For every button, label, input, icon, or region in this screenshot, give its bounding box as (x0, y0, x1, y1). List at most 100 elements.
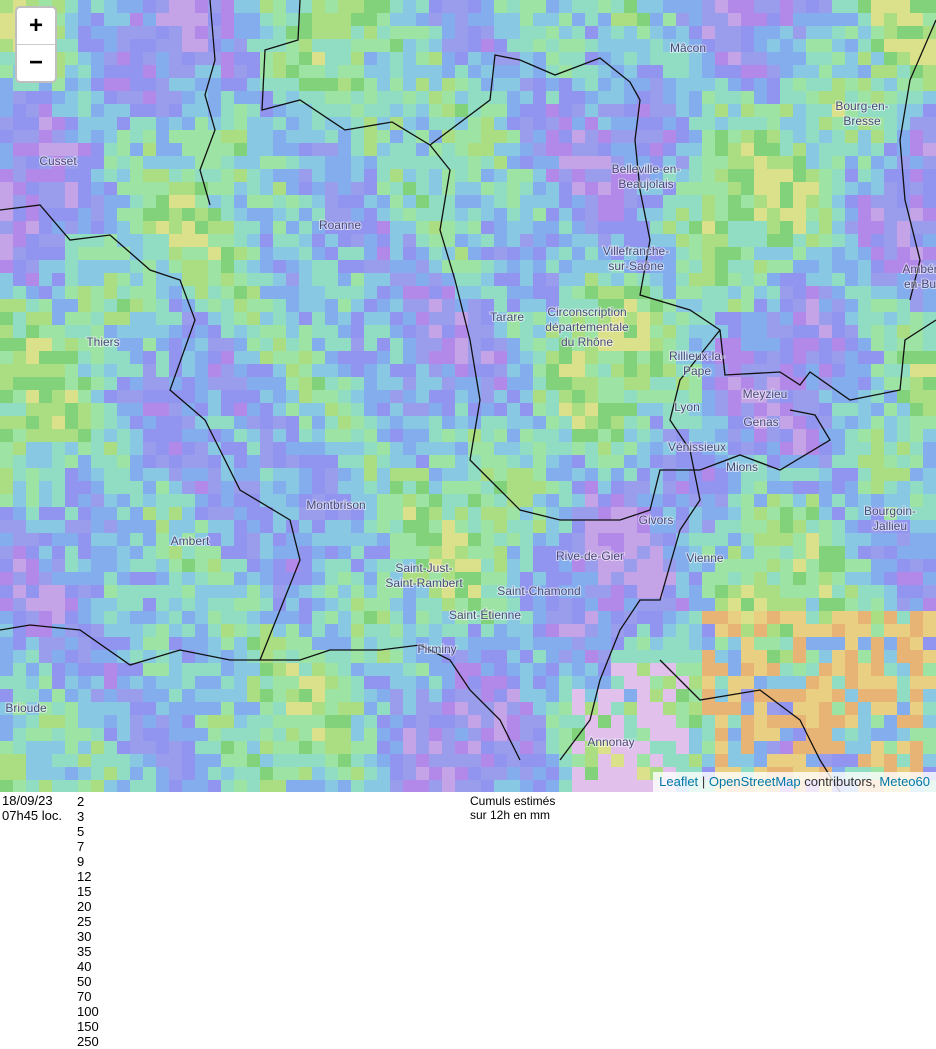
radar-cell (468, 559, 481, 572)
radar-cell (559, 416, 572, 429)
radar-cell (676, 481, 689, 494)
radar-cell (195, 611, 208, 624)
radar-cell (819, 364, 832, 377)
zoom-in[interactable]: + (17, 8, 55, 45)
radar-cell (533, 39, 546, 52)
radar-cell (923, 728, 936, 741)
radar-cell (312, 364, 325, 377)
place-label: Lyon (674, 400, 700, 414)
radar-cell (26, 429, 39, 442)
radar-cell (507, 429, 520, 442)
radar-cell (117, 780, 130, 792)
radar-cell (572, 104, 585, 117)
radar-cell (546, 780, 559, 792)
radar-cell (143, 91, 156, 104)
radar-cell (312, 195, 325, 208)
radar-cell (884, 221, 897, 234)
radar-cell (78, 260, 91, 273)
radar-cell (273, 91, 286, 104)
radar-cell (78, 702, 91, 715)
radar-cell (754, 403, 767, 416)
radar-cell (858, 260, 871, 273)
radar-cell (234, 260, 247, 273)
place-label: départementale (545, 320, 629, 334)
radar-cell (169, 104, 182, 117)
radar-cell (221, 520, 234, 533)
osm-link[interactable]: OpenStreetMap (708, 774, 801, 789)
radar-cell (156, 156, 169, 169)
radar-cell (845, 663, 858, 676)
radar-cell (78, 104, 91, 117)
radar-cell (650, 702, 663, 715)
radar-cell (650, 312, 663, 325)
radar-cell (741, 572, 754, 585)
radar-cell (390, 494, 403, 507)
radar-cell (676, 663, 689, 676)
radar-cell (780, 39, 793, 52)
radar-cell (39, 169, 52, 182)
radar-cell (91, 286, 104, 299)
radar-cell (559, 494, 572, 507)
radar-cell (507, 130, 520, 143)
radar-cell (65, 702, 78, 715)
radar-cell (832, 325, 845, 338)
radar-cell (858, 455, 871, 468)
radar-cell (689, 754, 702, 767)
radar-cell (390, 754, 403, 767)
radar-cell (0, 312, 13, 325)
radar-cell (832, 65, 845, 78)
radar-cell (78, 468, 91, 481)
radar-cell (845, 442, 858, 455)
radar-cell (130, 663, 143, 676)
radar-cell (572, 585, 585, 598)
radar-cell (117, 455, 130, 468)
meteo-link[interactable]: Meteo60 (879, 774, 930, 789)
radar-cell (793, 260, 806, 273)
radar-cell (0, 117, 13, 130)
radar-cell (234, 52, 247, 65)
radar-cell (741, 598, 754, 611)
radar-cell (429, 0, 442, 13)
radar-cell (481, 351, 494, 364)
radar-cell (91, 533, 104, 546)
radar-cell (234, 611, 247, 624)
radar-cell (780, 260, 793, 273)
radar-cell (598, 624, 611, 637)
radar-cell (572, 169, 585, 182)
radar-cell (91, 364, 104, 377)
radar-cell (104, 481, 117, 494)
radar-cell (689, 143, 702, 156)
radar-cell (390, 416, 403, 429)
radar-cell (702, 611, 715, 624)
radar-cell (624, 208, 637, 221)
radar-cell (130, 533, 143, 546)
radar-cell (910, 208, 923, 221)
radar-cell (767, 338, 780, 351)
radar-cell (364, 325, 377, 338)
radar-cell (312, 221, 325, 234)
radar-cell (780, 741, 793, 754)
radar-cell (286, 624, 299, 637)
radar-cell (169, 494, 182, 507)
leaflet-link[interactable]: Leaflet (659, 774, 699, 789)
radar-cell (0, 182, 13, 195)
radar-cell (91, 663, 104, 676)
radar-cell (546, 169, 559, 182)
radar-cell (65, 299, 78, 312)
radar-cell (455, 754, 468, 767)
radar-cell (195, 273, 208, 286)
radar-cell (858, 182, 871, 195)
radar-cell (325, 390, 338, 403)
radar-cell (624, 533, 637, 546)
radar-cell (910, 65, 923, 78)
radar-cell (104, 494, 117, 507)
zoom-out[interactable]: − (28, 49, 43, 76)
radar-cell (52, 273, 65, 286)
radar-cell (767, 507, 780, 520)
radar-cell (481, 52, 494, 65)
radar-cell (702, 728, 715, 741)
radar-cell (741, 65, 754, 78)
radar-cell (819, 78, 832, 91)
radar-cell (663, 221, 676, 234)
radar-cell (611, 0, 624, 13)
